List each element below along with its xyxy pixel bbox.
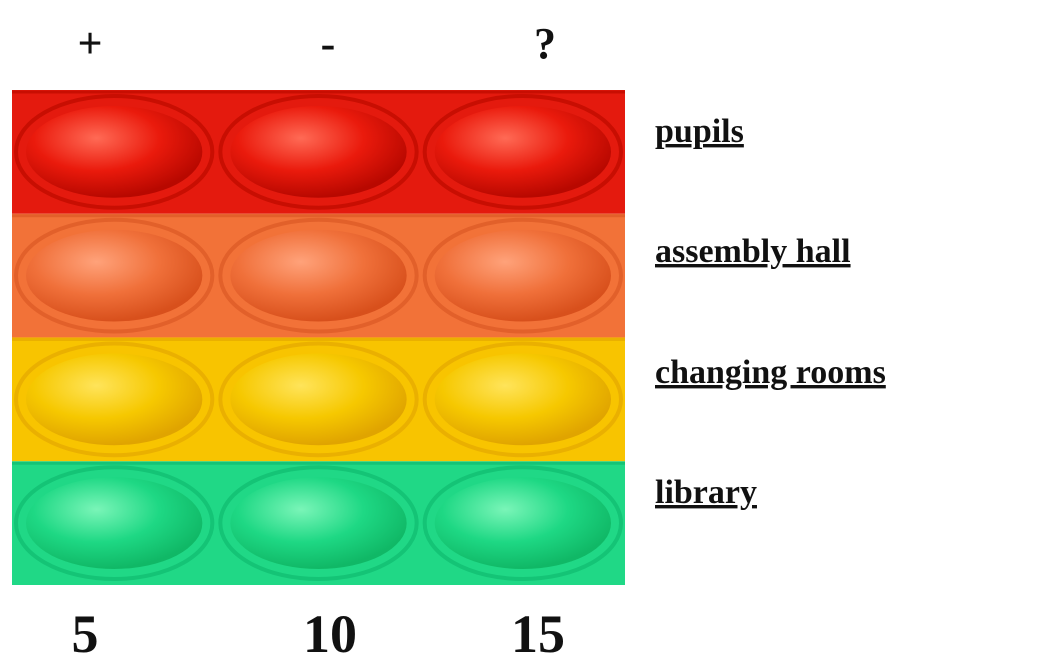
bubble (434, 229, 611, 322)
bubble (434, 353, 611, 446)
bubble (434, 477, 611, 569)
bubble (26, 229, 203, 322)
pop-it-grid (12, 90, 625, 585)
bubble-rim (218, 217, 419, 334)
bubble (230, 229, 407, 322)
bubble (434, 106, 611, 198)
column-symbol: ? (534, 19, 556, 68)
row-label: pupils (655, 113, 744, 150)
bubble (230, 477, 407, 569)
row-label: library (655, 474, 757, 511)
bubble-rim (422, 341, 623, 458)
bubble-rim (218, 465, 419, 581)
bubble (230, 353, 407, 446)
bubble-rim (14, 341, 215, 458)
row-label: assembly hall (655, 233, 851, 270)
bubble-rim (14, 94, 215, 210)
bubble-rim (218, 94, 419, 210)
bubble-rim (218, 341, 419, 458)
bubble-rim (14, 465, 215, 581)
column-symbol: + (77, 19, 102, 68)
bubble-rim (422, 217, 623, 334)
bubble (26, 106, 203, 198)
bubble-rim (422, 465, 623, 581)
bubble (230, 106, 407, 198)
column-symbol: - (321, 19, 336, 68)
column-number: 5 (72, 604, 99, 664)
bubble (26, 353, 203, 446)
bubble-rim (422, 94, 623, 210)
row-label: changing rooms (655, 354, 886, 391)
bubble (26, 477, 203, 569)
column-number: 10 (303, 604, 357, 664)
bubble-rim (14, 217, 215, 334)
column-number: 15 (511, 604, 565, 664)
